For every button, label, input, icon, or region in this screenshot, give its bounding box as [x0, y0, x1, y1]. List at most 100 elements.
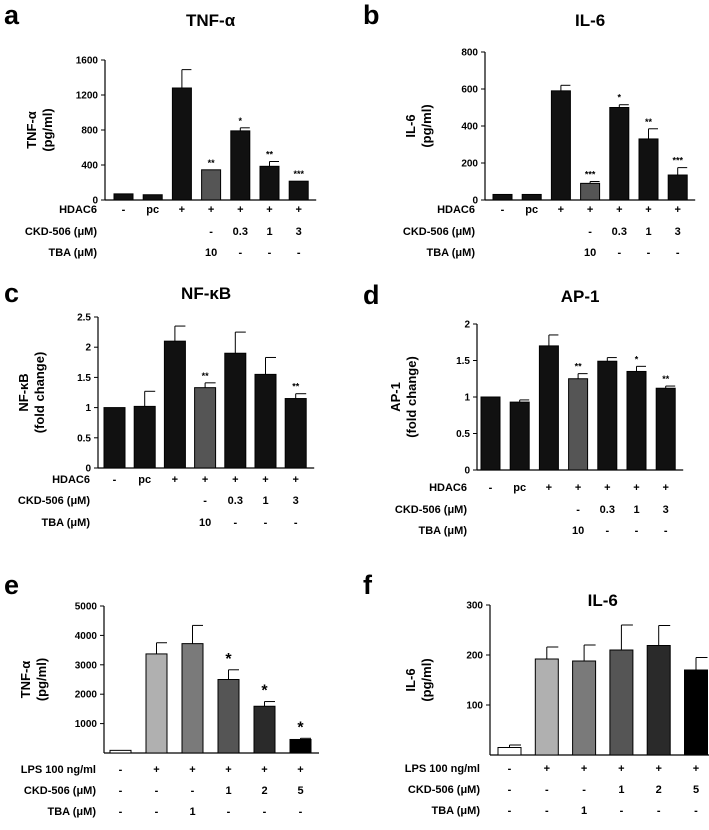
y-axis-label: IL-6 (pg/ml): [403, 104, 434, 147]
bar: [534, 658, 559, 756]
condition-cell: -: [647, 247, 651, 259]
condition-cell: +: [262, 474, 268, 486]
condition-label: CKD-506 (μM): [408, 784, 480, 796]
bar: [646, 645, 671, 756]
bar: [492, 193, 513, 201]
condition-label: CKD-506 (μM): [403, 226, 475, 238]
condition-label: TBA (μM): [48, 806, 97, 818]
panel-e: e 1000 2000 3000 4000 5000 TNF-α (pg/ml) * * * LPS…: [0, 560, 350, 825]
condition-label: TBA (μM): [419, 525, 468, 537]
bar: [284, 398, 307, 469]
panel-c: c NF-κB 0 0.5 1 1.5 2 2.5 NF-κB (fold change) ** *…: [0, 275, 350, 545]
condition-label: LPS 100 ng/ml: [405, 763, 480, 775]
condition-label: TBA (μM): [432, 805, 481, 817]
condition-label: TBA (μM): [42, 517, 91, 529]
bar: [597, 360, 618, 471]
panel-letter: d: [363, 280, 380, 310]
y-axis-label-line: IL-6: [403, 668, 418, 691]
y-tick-label: 800: [81, 126, 98, 137]
condition-cell: 3: [296, 226, 302, 238]
bar: [638, 138, 659, 201]
condition-cell: -: [508, 763, 512, 775]
bar: [480, 396, 501, 471]
condition-cell: 1: [266, 226, 272, 238]
y-tick-label: 3000: [75, 660, 98, 671]
y-tick-label: 300: [466, 601, 483, 612]
significance-label: **: [645, 117, 653, 127]
condition-cell: 1: [225, 785, 231, 797]
y-tick-label: 0.5: [456, 429, 470, 440]
condition-cell: +: [225, 764, 231, 776]
condition-cell: +: [261, 764, 267, 776]
condition-cell: 3: [293, 495, 299, 507]
condition-cell: 2: [656, 784, 662, 796]
condition-cell: 1: [581, 805, 587, 817]
significance-label: *: [297, 719, 304, 736]
condition-cell: pc: [525, 204, 538, 216]
condition-cell: pc: [513, 482, 526, 494]
bar: [259, 165, 280, 201]
significance-label: **: [662, 374, 670, 384]
panel-a: a TNF-α 0 400 800 1200 1600 TNF-α (pg/ml) ** * ** *…: [0, 0, 350, 270]
condition-cell: 1: [189, 806, 195, 818]
condition-cell: +: [616, 204, 622, 216]
condition-label: HDAC6: [59, 204, 97, 216]
y-axis-label-line: IL-6: [403, 114, 418, 137]
condition-cell: +: [581, 763, 587, 775]
condition-cell: -: [657, 805, 661, 817]
bar: [224, 352, 247, 469]
condition-cell: -: [508, 805, 512, 817]
condition-label: TBA (μM): [49, 247, 98, 259]
bar: [626, 370, 647, 471]
y-axis-label: TNF-α (pg/ml): [18, 658, 49, 701]
condition-cell: -: [233, 517, 237, 529]
condition-cell: +: [292, 474, 298, 486]
condition-cell: +: [266, 204, 272, 216]
condition-cell: 10: [584, 247, 596, 259]
condition-label: HDAC6: [429, 482, 467, 494]
condition-cell: 0.3: [612, 226, 627, 238]
y-axis-label-line: NF-κB: [16, 373, 31, 411]
condition-cell: -: [119, 764, 123, 776]
condition-cell: -: [545, 784, 549, 796]
y-tick-label: 2: [464, 320, 470, 331]
bar: [572, 660, 597, 756]
panel-letter: a: [4, 0, 20, 30]
condition-cell: -: [294, 517, 298, 529]
significance-label: **: [575, 362, 583, 372]
condition-cell: -: [676, 247, 680, 259]
panel-letter: c: [4, 278, 20, 308]
condition-cell: -: [635, 525, 639, 537]
chart-title: NF-κB: [181, 284, 231, 303]
y-axis-label-line: (pg/ml): [34, 658, 49, 701]
panel-letter: b: [363, 0, 380, 30]
significance-label: *: [261, 683, 268, 700]
bar: [609, 649, 634, 756]
condition-label: CKD-506 (μM): [395, 504, 467, 516]
condition-cell: +: [604, 482, 610, 494]
significance-label: ***: [585, 170, 596, 180]
significance-label: **: [202, 371, 210, 381]
condition-cell: -: [264, 517, 268, 529]
bar: [538, 345, 559, 471]
condition-cell: +: [575, 482, 581, 494]
panel-d: d AP-1 0 0.5 1 1.5 2 AP-1 (fold change) ** * ** HDA…: [355, 275, 709, 545]
condition-cell: -: [299, 806, 303, 818]
significance-label: *: [225, 651, 232, 668]
condition-cell: -: [501, 204, 505, 216]
bar: [609, 107, 630, 201]
y-tick-label: 1.5: [77, 373, 91, 384]
y-axis-label: IL-6 (pg/ml): [403, 658, 434, 701]
condition-label: CKD-506 (μM): [18, 495, 90, 507]
chart-e: 1000 2000 3000 4000 5000 TNF-α (pg/ml) * * * LPS 1…: [18, 602, 319, 818]
panel-b: b IL-6 0 200 400 600 800 IL-6 (pg/ml) *** * ** *** H…: [355, 0, 709, 270]
condition-cell: -: [119, 806, 123, 818]
bar: [194, 387, 217, 469]
condition-cell: -: [122, 204, 126, 216]
condition-cell: pc: [146, 204, 159, 216]
significance-label: *: [635, 354, 639, 364]
panel-f: f IL-6 100 200 300 IL-6 (pg/ml) LPS 100 ng/ml -…: [355, 560, 709, 825]
y-tick-label: 2.5: [77, 313, 91, 324]
significance-label: *: [239, 116, 243, 126]
